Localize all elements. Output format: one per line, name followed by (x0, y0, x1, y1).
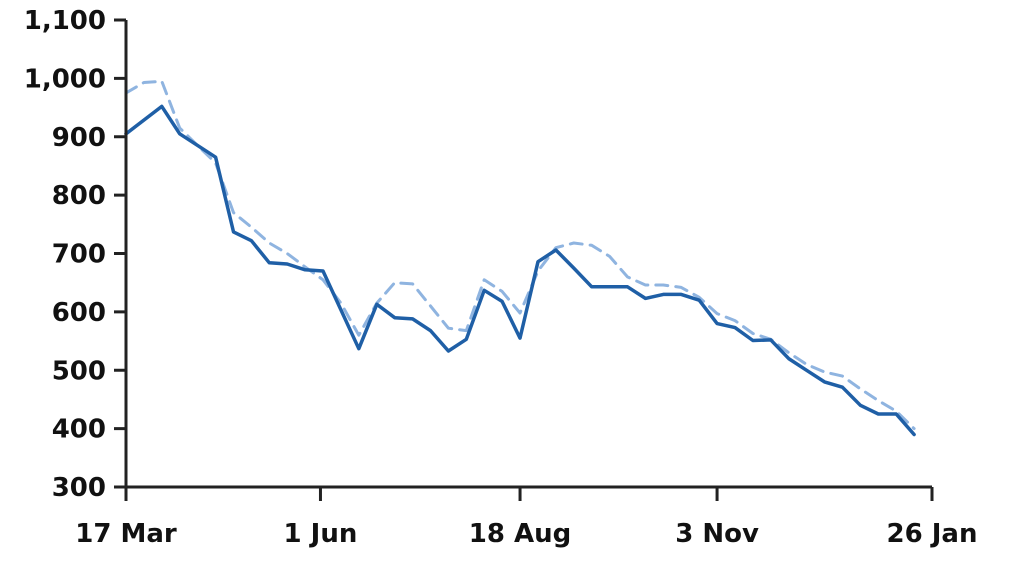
y-axis-ticks: 300 400 500 600 700 800 900 1,000 1,100 (24, 6, 126, 503)
x-axis-ticks: 17 Mar 1 Jun 18 Aug 3 Nov 26 Jan (75, 487, 977, 549)
x-tick-label: 18 Aug (469, 519, 571, 549)
dashed-series-line (124, 79, 916, 431)
solid-series-line (124, 104, 916, 437)
y-tick-label: 1,000 (24, 64, 106, 94)
x-tick-label: 26 Jan (887, 519, 978, 549)
y-tick-label: 900 (52, 123, 106, 153)
y-tick-label: 500 (52, 356, 106, 386)
y-tick-label: 800 (52, 181, 106, 211)
x-tick-label: 3 Nov (675, 519, 759, 549)
series-layer (124, 79, 916, 437)
x-tick-label: 17 Mar (75, 519, 177, 549)
x-tick-label: 1 Jun (284, 519, 358, 549)
y-tick-label: 1,100 (24, 6, 106, 36)
y-tick-label: 700 (52, 240, 106, 270)
y-tick-label: 300 (52, 473, 106, 503)
y-tick-label: 600 (52, 298, 106, 328)
y-tick-label: 400 (52, 415, 106, 445)
